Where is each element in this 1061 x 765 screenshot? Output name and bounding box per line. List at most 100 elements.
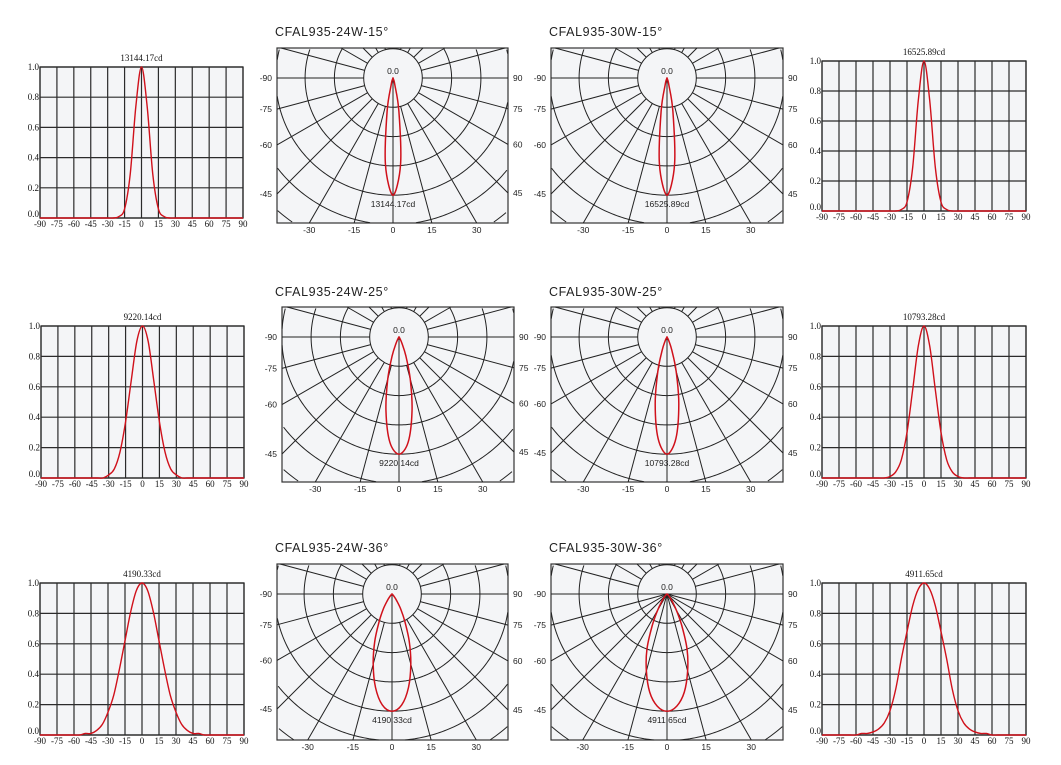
bottom-angle-label: -30 [309, 484, 322, 494]
polar-ring [551, 210, 783, 223]
radial-line [286, 306, 371, 330]
bottom-angle-label: 15 [701, 225, 711, 235]
radial-line [361, 563, 372, 574]
bottom-angle-label: 15 [701, 484, 711, 494]
x-tick-label: -75 [833, 479, 845, 489]
x-tick-label: 90 [1022, 736, 1032, 746]
radial-line [582, 362, 653, 483]
polar-chart: CFAL935-24W-15° 0.0 13144.17cd -90 -75 -60 -45… [260, 25, 523, 235]
x-tick-label: 60 [205, 219, 215, 229]
polar-chart: CFAL935-30W-36° 0.0 4911.65cd -90 -75 -60 -45 9… [534, 541, 798, 752]
left-angle-label: -45 [260, 189, 273, 199]
left-angle-label: -75 [534, 104, 547, 114]
radial-line [550, 357, 647, 454]
radial-line [550, 85, 639, 110]
x-tick-label: -45 [867, 212, 879, 222]
left-angle-label: -75 [260, 620, 273, 630]
radial-line [417, 608, 509, 662]
radial-line [687, 563, 698, 574]
right-angle-label: 75 [788, 104, 798, 114]
radial-line [406, 619, 477, 741]
x-tick-label: 15 [937, 212, 947, 222]
y-tick-label: 1.0 [29, 321, 41, 331]
x-tick-label: 60 [206, 479, 216, 489]
radial-line [419, 306, 430, 317]
polar-ring [551, 469, 783, 482]
radial-line [649, 563, 653, 569]
polar-ring [551, 167, 783, 224]
radial-line [308, 103, 379, 224]
left-angle-label: -60 [534, 140, 547, 150]
bottom-angle-label: -30 [577, 225, 590, 235]
polar-ring [277, 210, 507, 223]
x-tick-label: -60 [68, 219, 80, 229]
x-tick-label: -45 [85, 219, 97, 229]
radial-line [276, 98, 373, 195]
peak-intensity-label: 16525.89cd [903, 47, 946, 57]
x-tick-label: -75 [833, 736, 845, 746]
x-tick-label: -15 [901, 212, 913, 222]
radial-line [674, 365, 707, 483]
x-tick-label: 0 [140, 736, 145, 746]
radial-line [550, 98, 647, 195]
right-angle-label: 45 [513, 705, 523, 715]
radial-line [413, 47, 424, 58]
bottom-angle-label: 15 [427, 225, 437, 235]
radial-line [407, 47, 411, 53]
bottom-angle-label: 30 [746, 225, 756, 235]
right-angle-label: 60 [513, 139, 523, 149]
x-tick-label: -90 [34, 219, 46, 229]
radial-line [582, 103, 653, 224]
peak-intensity-label: 9220.14cd [124, 312, 162, 322]
x-tick-label: -60 [850, 736, 862, 746]
radial-line [420, 601, 509, 626]
radial-line [281, 357, 379, 455]
radial-line [695, 344, 784, 369]
bottom-angle-label: 30 [747, 742, 757, 752]
bottom-angle-label: 0 [665, 742, 670, 752]
y-tick-label: 0.2 [29, 443, 40, 453]
radial-line [400, 106, 433, 224]
y-tick-label: 0.4 [810, 412, 822, 422]
polar-ring [281, 308, 515, 455]
polar-chart-title: CFAL935-30W-25° [549, 285, 663, 299]
radial-line [695, 306, 780, 330]
polar-ring [339, 307, 459, 397]
y-tick-label: 0.6 [810, 382, 822, 392]
polar-chart: CFAL935-30W-25° 0.0 10793.28cd -90 -75 -60 -45… [534, 285, 798, 494]
x-tick-label: 0 [139, 219, 144, 229]
x-tick-label: 45 [971, 212, 981, 222]
polar-chart-title: CFAL935-30W-36° [549, 541, 663, 555]
left-angle-label: -45 [534, 189, 547, 199]
peak-intensity-label: 13144.17cd [371, 199, 416, 209]
intensity-curve [822, 325, 1026, 479]
x-tick-label: -45 [86, 479, 98, 489]
radial-line [421, 85, 509, 110]
intensity-chart: -90 -75 -60 -45 -30 -15 0 15 30 45 60 75 90 0.0 0.2 0.4… [28, 569, 249, 746]
radial-line [681, 306, 685, 312]
left-angle-label: -75 [534, 620, 547, 630]
bottom-angle-label: -15 [622, 484, 635, 494]
polar-ring [578, 308, 756, 426]
x-tick-label: -30 [884, 736, 896, 746]
intensity-chart: -90 -75 -60 -45 -30 -15 0 15 30 45 60 75 90 0.0 0.2 0.4… [810, 47, 1031, 222]
polar-intensity-lobe [645, 593, 689, 712]
polar-chart-title: CFAL935-24W-25° [275, 285, 389, 299]
radial-line [674, 106, 707, 224]
y-tick-label: 1.0 [810, 578, 822, 588]
radial-line [346, 306, 374, 323]
bottom-angle-label: -15 [622, 225, 635, 235]
x-tick-label: 30 [954, 212, 964, 222]
x-tick-label: 60 [988, 736, 998, 746]
y-tick-label: 0.6 [29, 382, 41, 392]
y-tick-label: 0.8 [810, 351, 822, 361]
x-tick-label: -75 [51, 736, 63, 746]
polar-ring [277, 683, 508, 741]
radial-line [641, 593, 668, 610]
y-tick-label: 0.8 [28, 92, 40, 102]
left-angle-label: -45 [260, 704, 273, 714]
polar-ring [276, 49, 509, 196]
x-tick-label: -15 [901, 479, 913, 489]
left-angle-label: -45 [265, 449, 278, 459]
y-tick-label: 0.0 [28, 726, 40, 736]
